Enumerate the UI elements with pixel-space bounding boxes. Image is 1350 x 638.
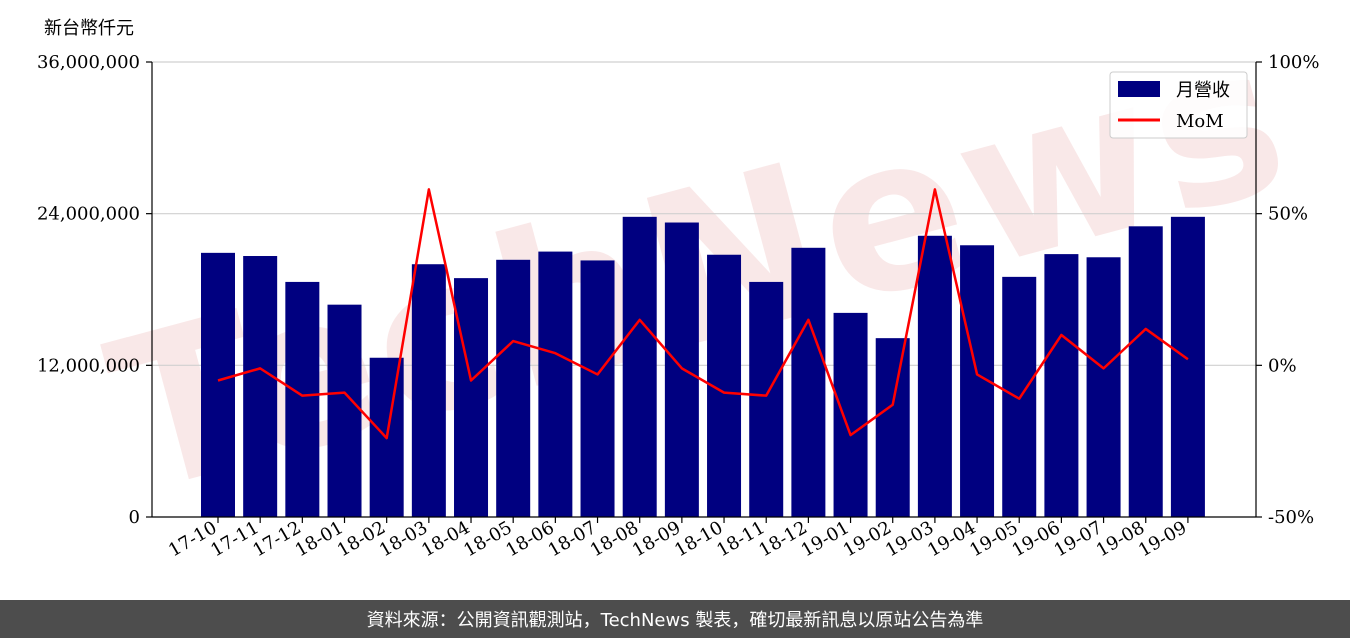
- bar-18-06: [538, 251, 573, 518]
- mom-line-path: [217, 188, 1189, 440]
- bar-18-01: [327, 304, 362, 517]
- bar-18-03: [411, 264, 446, 517]
- source-footer: 資料來源：公開資訊觀測站，TechNews 製表，確切最新訊息以原站公告為準: [0, 600, 1350, 638]
- bar-19-07: [1086, 257, 1121, 517]
- bar-19-01: [833, 312, 868, 517]
- y-axis-unit-label: 新台幣仟元: [44, 18, 134, 39]
- bar-19-09: [1170, 216, 1205, 517]
- bar-19-03: [917, 235, 952, 517]
- right-tick-label: -50%: [1268, 507, 1314, 528]
- bar-19-08: [1128, 226, 1163, 518]
- bar-18-07: [580, 260, 615, 517]
- legend: 月營收 MoM: [1109, 71, 1248, 139]
- bar-18-12: [791, 247, 826, 517]
- bar-18-04: [454, 278, 489, 517]
- legend-label-bar: 月營收: [1176, 80, 1230, 101]
- right-tick-label: 100%: [1268, 52, 1319, 73]
- bar-line-chart: 0 12,000,000 24,000,000 36,000,000 -50% 0% 50%…: [37, 52, 1320, 561]
- bar-19-02: [875, 338, 910, 517]
- left-tick-label: 24,000,000: [37, 204, 140, 225]
- bars: [201, 216, 1205, 518]
- bar-18-05: [496, 259, 531, 517]
- left-tick-label: 0: [129, 507, 140, 528]
- left-tick-label: 36,000,000: [37, 52, 140, 73]
- bar-18-08: [622, 216, 657, 517]
- bar-18-11: [749, 281, 784, 517]
- legend-swatch-bar: [1118, 81, 1160, 97]
- bar-17-11: [243, 256, 278, 517]
- x-tick-label: 19-09: [1135, 517, 1190, 561]
- mom-line: [217, 188, 1189, 440]
- bar-17-10: [201, 252, 235, 517]
- left-tick-label: 12,000,000: [37, 355, 140, 376]
- legend-label-line: MoM: [1176, 111, 1224, 132]
- bar-19-06: [1044, 254, 1079, 517]
- right-tick-label: 50%: [1268, 204, 1308, 225]
- right-tick-label: 0%: [1268, 355, 1297, 376]
- bar-17-12: [285, 281, 320, 517]
